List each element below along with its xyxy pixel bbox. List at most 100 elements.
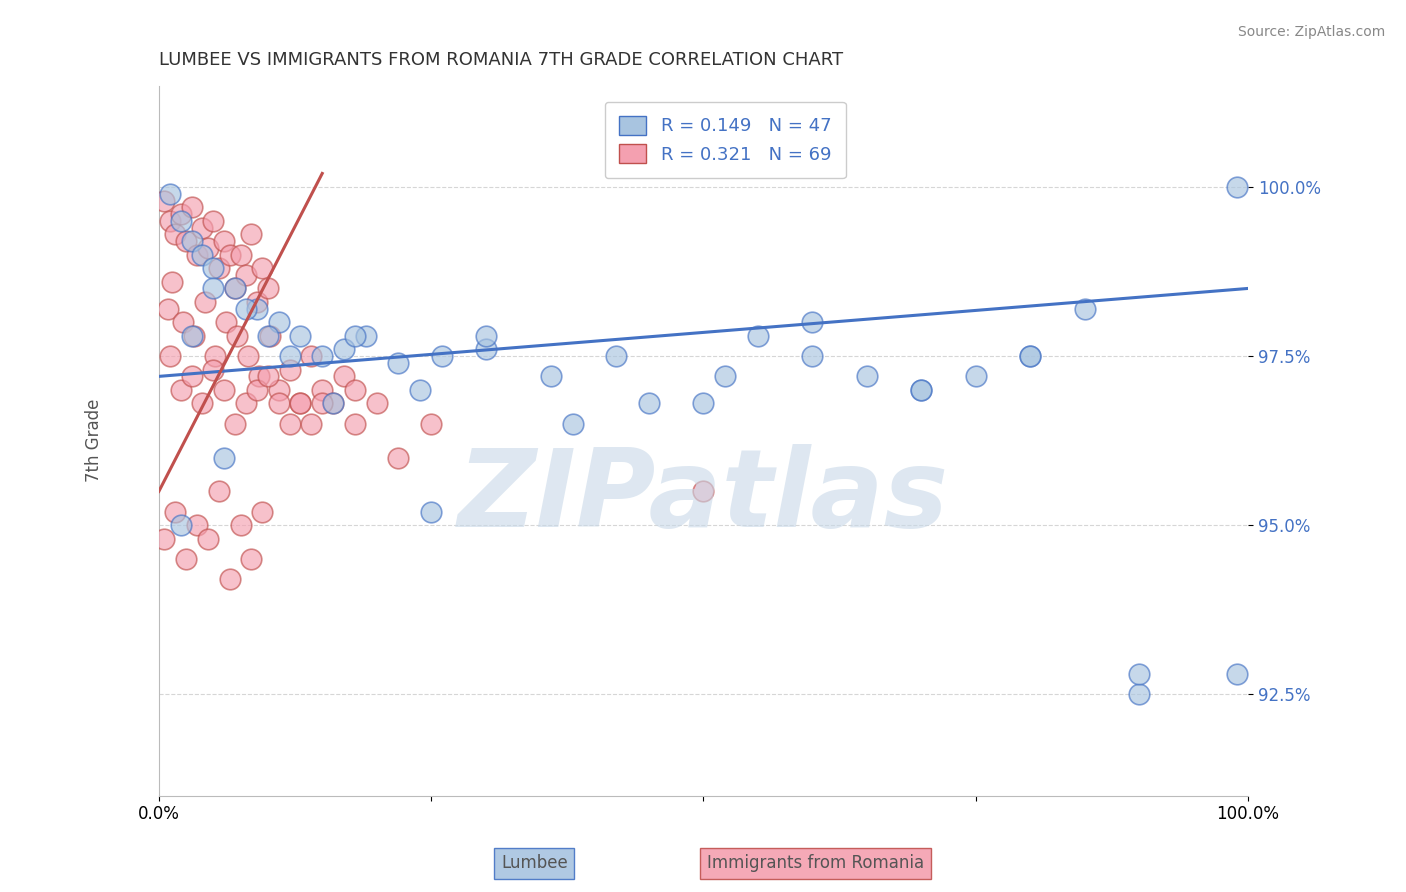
Point [180,200,202,214]
Point [965,369,987,384]
Point [153,532,176,546]
Point [174,234,197,248]
Point [267,383,290,397]
Point [420,417,443,431]
Point [1019,349,1042,363]
Point [692,396,714,410]
Point [1226,180,1249,194]
Point [311,396,333,410]
Point [420,505,443,519]
Point [191,247,214,261]
Point [202,362,225,376]
Point [322,396,344,410]
Point [174,552,197,566]
Point [180,234,202,248]
Point [169,207,191,221]
Text: Source: ZipAtlas.com: Source: ZipAtlas.com [1237,25,1385,39]
Point [290,396,312,410]
Point [169,518,191,533]
Point [246,301,269,316]
Point [202,214,225,228]
Point [212,383,235,397]
Point [430,349,453,363]
Point [311,349,333,363]
Point [247,369,270,384]
Point [474,328,496,343]
Point [169,214,191,228]
Point [235,396,257,410]
Point [910,383,932,397]
Point [208,261,231,276]
Point [202,281,225,295]
Point [191,220,214,235]
Text: ZIPatlas: ZIPatlas [458,444,949,550]
Point [855,369,877,384]
Point [180,328,202,343]
Point [299,349,322,363]
Point [1073,301,1095,316]
Point [160,275,183,289]
Point [197,241,219,255]
Point [165,227,187,242]
Point [208,484,231,499]
Point [322,396,344,410]
Point [218,572,240,586]
Point [409,383,432,397]
Point [801,349,824,363]
Point [224,417,246,431]
Point [226,328,249,343]
Point [183,328,205,343]
Text: Lumbee: Lumbee [501,855,568,872]
Point [165,505,187,519]
Point [194,295,217,310]
Point [278,362,301,376]
Point [561,417,583,431]
Point [290,328,312,343]
Point [180,369,202,384]
Point [240,552,263,566]
Point [153,194,176,208]
Point [259,328,281,343]
Point [252,261,274,276]
Point [747,328,769,343]
Point [252,505,274,519]
Point [256,369,278,384]
Point [540,369,562,384]
Point [202,261,225,276]
Point [186,518,208,533]
Text: Immigrants from Romania: Immigrants from Romania [707,855,924,872]
Point [191,396,214,410]
Point [159,186,181,201]
Point [246,295,269,310]
Point [229,247,252,261]
Point [224,281,246,295]
Point [333,369,356,384]
Point [197,532,219,546]
Point [387,450,409,465]
Point [235,301,257,316]
Point [278,417,301,431]
Point [212,450,235,465]
Point [246,383,269,397]
Point [172,315,194,329]
Legend: R = 0.149   N = 47, R = 0.321   N = 69: R = 0.149 N = 47, R = 0.321 N = 69 [605,102,846,178]
Point [343,328,366,343]
Point [474,343,496,357]
Point [278,349,301,363]
Point [204,349,226,363]
Point [343,417,366,431]
Point [299,417,322,431]
Point [256,328,278,343]
Point [156,301,179,316]
Point [1226,667,1249,681]
Point [311,383,333,397]
Point [387,356,409,370]
Point [218,247,240,261]
Point [1128,687,1150,701]
Point [215,315,238,329]
Point [801,315,824,329]
Point [256,281,278,295]
Point [238,349,260,363]
Point [290,396,312,410]
Point [910,383,932,397]
